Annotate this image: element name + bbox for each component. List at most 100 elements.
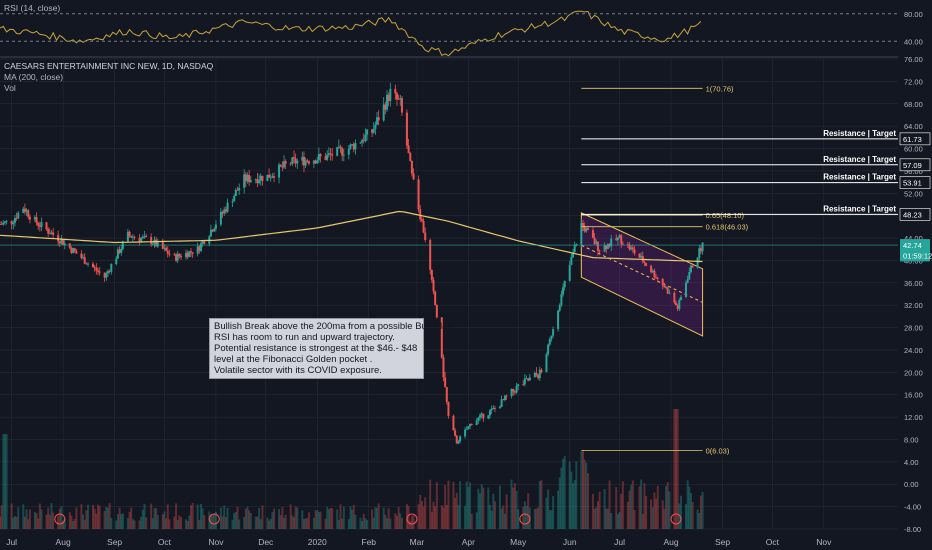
- time-label: Sep: [107, 537, 122, 547]
- time-label: Aug: [56, 537, 71, 547]
- candle-body: [96, 270, 99, 272]
- candle-body: [63, 243, 66, 246]
- volume-bar: [399, 513, 402, 529]
- candle-body: [22, 208, 25, 213]
- volume-bar: [72, 520, 75, 529]
- annotation-line: Volatile sector with its COVID exposure.: [214, 365, 382, 376]
- volume-bar: [224, 516, 227, 529]
- volume-bar: [465, 481, 468, 529]
- candle-body: [292, 157, 295, 159]
- volume-bar: [57, 516, 60, 529]
- volume-bar: [50, 503, 53, 529]
- volume-bar: [68, 512, 71, 529]
- volume-bar: [538, 481, 541, 529]
- candle-body: [145, 235, 148, 238]
- candle-body: [95, 267, 98, 271]
- volume-bar: [58, 508, 61, 529]
- ma-indicator-label[interactable]: MA (200, close): [4, 72, 63, 82]
- price-axis[interactable]: 76.0072.0068.0064.0060.0056.0052.0048.00…: [898, 0, 932, 550]
- volume-bar: [256, 516, 259, 529]
- price-tag-bg: [899, 176, 931, 189]
- candle-body: [324, 156, 327, 160]
- candle-body: [684, 282, 687, 297]
- symbol-title[interactable]: CAESARS ENTERTAINMENT INC NEW, 1D, NASDA…: [4, 61, 214, 71]
- candle-body: [459, 436, 462, 442]
- volume-bar: [95, 513, 98, 529]
- volume-bar: [492, 493, 495, 529]
- candle-body: [389, 88, 392, 102]
- candle-body: [103, 272, 106, 278]
- candle-body: [432, 279, 435, 292]
- volume-bar: [196, 504, 199, 529]
- volume-bar: [22, 504, 25, 529]
- volume-bar: [93, 508, 96, 529]
- volume-bar: [535, 508, 538, 529]
- candle-body: [595, 241, 598, 244]
- volume-bar: [258, 507, 261, 529]
- candle-body: [505, 395, 508, 397]
- candle-body: [312, 160, 315, 164]
- volume-bar: [444, 484, 447, 529]
- annotation-line: level at the Fibonacci Golden pocket .: [214, 354, 373, 365]
- candle-body: [15, 218, 18, 219]
- volume-histogram: [0, 409, 704, 529]
- candle-body: [337, 146, 340, 148]
- candle-body: [512, 388, 515, 392]
- volume-bar: [374, 507, 377, 529]
- volume-bar: [638, 486, 641, 529]
- candle-body: [130, 235, 133, 238]
- candle-body: [547, 344, 550, 355]
- descending-channel[interactable]: [580, 212, 704, 337]
- volume-bar: [575, 461, 578, 529]
- volume-bar: [477, 488, 480, 529]
- volume-bar: [678, 503, 681, 529]
- candle-body: [98, 271, 101, 273]
- time-axis[interactable]: Jul Aug Sep Oct Nov Dec 2020 Feb Mar Apr May Jun Jul…: [6, 537, 832, 547]
- volume-bar: [447, 480, 450, 529]
- volume-bar: [581, 449, 584, 529]
- candle-body: [83, 257, 86, 264]
- fibonacci-levels[interactable]: 1(70.76) 0.65(48.10) 0.618(46.03) 0(6.03): [581, 84, 749, 455]
- candle-body: [482, 413, 485, 419]
- volume-bar: [180, 517, 183, 529]
- candle-body: [434, 291, 437, 306]
- candle-body: [128, 231, 131, 236]
- candle-body: [638, 253, 641, 258]
- volume-bar: [663, 508, 666, 529]
- rsi-indicator-label[interactable]: RSI (14, close): [4, 3, 60, 13]
- candle-body: [678, 300, 681, 309]
- candle-body: [236, 189, 239, 191]
- candle-body: [269, 177, 272, 179]
- volume-bar: [412, 515, 415, 529]
- annotation-callout[interactable]: Bullish Break above the 200ma from a pos…: [209, 318, 453, 379]
- candle-body: [412, 173, 415, 180]
- volume-bar: [246, 506, 249, 529]
- volume-bar: [283, 517, 286, 529]
- candle-body: [354, 143, 357, 150]
- resistance-lines[interactable]: Resistance | Target Resistance | Target Re…: [581, 129, 898, 215]
- volume-indicator-label[interactable]: Vol: [4, 83, 16, 93]
- volume-bar: [616, 513, 619, 529]
- candle-body: [442, 357, 445, 378]
- volume-bar: [126, 518, 129, 529]
- volume-bar: [394, 513, 397, 529]
- candle-body: [362, 140, 365, 142]
- volume-bar: [98, 506, 101, 529]
- event-markers[interactable]: [54, 513, 682, 525]
- candle-body: [37, 223, 40, 226]
- volume-bar: [248, 510, 251, 529]
- volume-bar: [533, 508, 536, 529]
- candle-body: [593, 237, 596, 244]
- candle-body: [115, 258, 118, 265]
- volume-bar: [655, 498, 658, 529]
- candle-body: [33, 217, 36, 220]
- candle-body: [307, 161, 310, 164]
- fib-level-label: 0.618(46.03): [706, 223, 749, 232]
- candle-body: [319, 154, 322, 157]
- candle-body: [515, 386, 518, 393]
- candle-body: [610, 238, 613, 247]
- candle-body: [359, 142, 362, 144]
- candle-body: [326, 154, 329, 160]
- volume-bar: [23, 516, 26, 529]
